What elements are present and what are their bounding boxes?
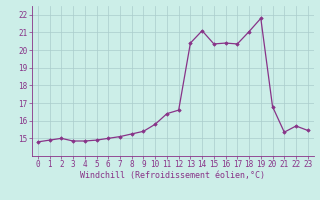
X-axis label: Windchill (Refroidissement éolien,°C): Windchill (Refroidissement éolien,°C) [80,171,265,180]
